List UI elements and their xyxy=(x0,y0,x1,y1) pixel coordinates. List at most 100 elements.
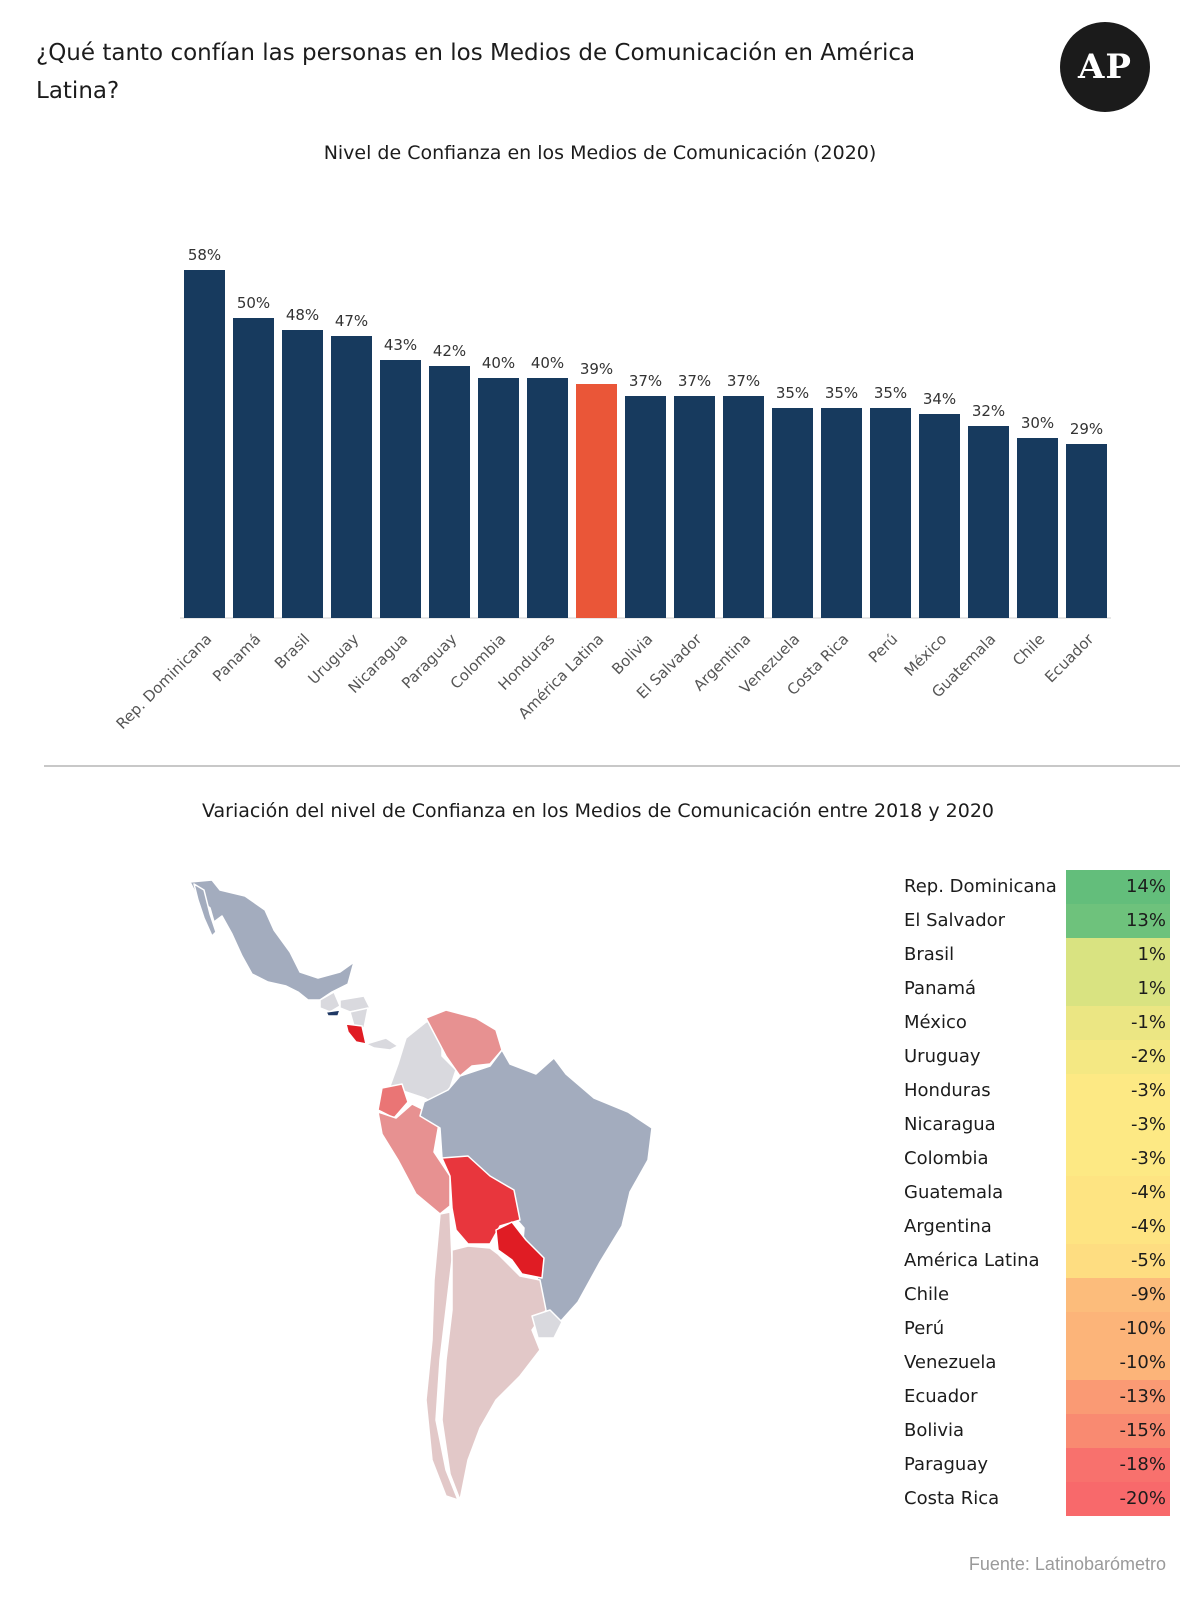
variation-value-cell: 14% xyxy=(1066,870,1170,904)
bar-value-label-5: 42% xyxy=(433,342,466,360)
variation-value: -10% xyxy=(1119,1352,1166,1373)
bar-17 xyxy=(1017,438,1058,618)
variation-country-label: Venezuela xyxy=(904,1352,997,1373)
bar-value-label-15: 34% xyxy=(923,390,956,408)
bar-value-label-2: 48% xyxy=(286,306,319,324)
bar-value-label-17: 30% xyxy=(1021,414,1054,432)
variation-value: -15% xyxy=(1119,1420,1166,1441)
variation-value-cell: -4% xyxy=(1066,1176,1170,1210)
bar-value-label-0: 58% xyxy=(188,246,221,264)
variation-value-cell: -15% xyxy=(1066,1414,1170,1448)
variation-value: -4% xyxy=(1130,1216,1166,1237)
variation-country-label: Argentina xyxy=(904,1216,992,1237)
variation-country-label: El Salvador xyxy=(904,910,1006,931)
variation-row: Nicaragua -3% xyxy=(900,1108,1170,1142)
category-label-18: Ecuador xyxy=(1041,630,1098,687)
category-label-0: Rep. Dominicana xyxy=(113,630,216,733)
bar-value-label-13: 35% xyxy=(825,384,858,402)
variation-value: -2% xyxy=(1130,1046,1166,1067)
variation-value-cell: -5% xyxy=(1066,1244,1170,1278)
variation-value-cell: -1% xyxy=(1066,1006,1170,1040)
bar-value-label-18: 29% xyxy=(1070,420,1103,438)
variation-value: -5% xyxy=(1130,1250,1166,1271)
map-region-mexico xyxy=(189,879,355,1001)
variation-row: México -1% xyxy=(900,1006,1170,1040)
variation-value: 14% xyxy=(1125,876,1166,897)
variation-value-cell: -10% xyxy=(1066,1346,1170,1380)
map-region-costa-rica xyxy=(345,1023,367,1045)
category-label-14: Perú xyxy=(865,630,901,666)
map-region-paraguay xyxy=(495,1221,545,1279)
variation-value-cell: -20% xyxy=(1066,1482,1170,1516)
variation-country-label: Uruguay xyxy=(904,1046,981,1067)
variation-value: -20% xyxy=(1119,1488,1166,1509)
variation-value: -13% xyxy=(1119,1386,1166,1407)
bar-value-label-12: 35% xyxy=(776,384,809,402)
bar-7 xyxy=(527,378,568,618)
variation-value: -4% xyxy=(1130,1182,1166,1203)
variation-row: Chile -9% xyxy=(900,1278,1170,1312)
category-label-8: América Latina xyxy=(515,630,608,723)
bar-11 xyxy=(723,396,764,618)
variation-value: -1% xyxy=(1130,1012,1166,1033)
variation-country-label: México xyxy=(904,1012,967,1033)
variation-value-cell: -4% xyxy=(1066,1210,1170,1244)
bar-value-label-4: 43% xyxy=(384,336,417,354)
variation-country-label: Guatemala xyxy=(904,1182,1004,1203)
variation-value: 1% xyxy=(1137,978,1166,999)
bar-value-label-11: 37% xyxy=(727,372,760,390)
variation-country-label: Chile xyxy=(904,1284,950,1305)
bar-12 xyxy=(772,408,813,618)
bar-3 xyxy=(331,336,372,618)
variation-row: Honduras -3% xyxy=(900,1074,1170,1108)
variation-row: Ecuador -13% xyxy=(900,1380,1170,1414)
variation-country-label: Paraguay xyxy=(904,1454,989,1475)
page-title: ¿Qué tanto confían las personas en los M… xyxy=(36,40,916,104)
variation-row: Colombia -3% xyxy=(900,1142,1170,1176)
variation-row: Rep. Dominicana 14% xyxy=(900,870,1170,904)
map-region-nicaragua xyxy=(349,1007,369,1029)
variation-country-label: Rep. Dominicana xyxy=(904,876,1057,897)
variation-country-label: Perú xyxy=(904,1318,945,1339)
map-region-baja xyxy=(193,883,217,937)
bar-value-label-8: 39% xyxy=(580,360,613,378)
bar-value-label-14: 35% xyxy=(874,384,907,402)
variation-value-cell: -13% xyxy=(1066,1380,1170,1414)
bar-chart-title: Nivel de Confianza en los Medios de Comu… xyxy=(323,142,877,164)
variation-value-cell: 1% xyxy=(1066,938,1170,972)
bar-1 xyxy=(233,318,274,618)
map-region-uruguay xyxy=(531,1309,563,1339)
bar-15 xyxy=(919,414,960,618)
bar-18 xyxy=(1066,444,1107,618)
bar-4 xyxy=(380,360,421,618)
variation-value: 1% xyxy=(1137,944,1166,965)
bar-5 xyxy=(429,366,470,618)
bar-value-label-1: 50% xyxy=(237,294,270,312)
map-region-el-salvador xyxy=(325,1009,341,1017)
variation-value-cell: -3% xyxy=(1066,1142,1170,1176)
variation-row: América Latina -5% xyxy=(900,1244,1170,1278)
variation-country-label: Honduras xyxy=(904,1080,991,1101)
bar-chart: 58%Rep. Dominicana50%Panamá48%Brasil47%U… xyxy=(113,246,1111,733)
bar-9 xyxy=(625,396,666,618)
variation-row: Guatemala -4% xyxy=(900,1176,1170,1210)
bar-value-label-16: 32% xyxy=(972,402,1005,420)
variation-value: -3% xyxy=(1130,1080,1166,1101)
map-region-argentina xyxy=(441,1245,547,1501)
variation-row: Brasil 1% xyxy=(900,938,1170,972)
variation-value: -18% xyxy=(1119,1454,1166,1475)
category-label-1: Panamá xyxy=(209,630,264,685)
variation-value-cell: 1% xyxy=(1066,972,1170,1006)
bar-13 xyxy=(821,408,862,618)
variation-row: Perú -10% xyxy=(900,1312,1170,1346)
variation-value-cell: -18% xyxy=(1066,1448,1170,1482)
variation-value: -3% xyxy=(1130,1114,1166,1135)
category-label-9: Bolivia xyxy=(608,630,656,678)
bar-value-label-6: 40% xyxy=(482,354,515,372)
bar-0 xyxy=(184,270,225,618)
bar-10 xyxy=(674,396,715,618)
variation-row: Argentina -4% xyxy=(900,1210,1170,1244)
variation-value-cell: 13% xyxy=(1066,904,1170,938)
variation-chart-title: Variación del nivel de Confianza en los … xyxy=(202,800,995,822)
variation-value: -3% xyxy=(1130,1148,1166,1169)
